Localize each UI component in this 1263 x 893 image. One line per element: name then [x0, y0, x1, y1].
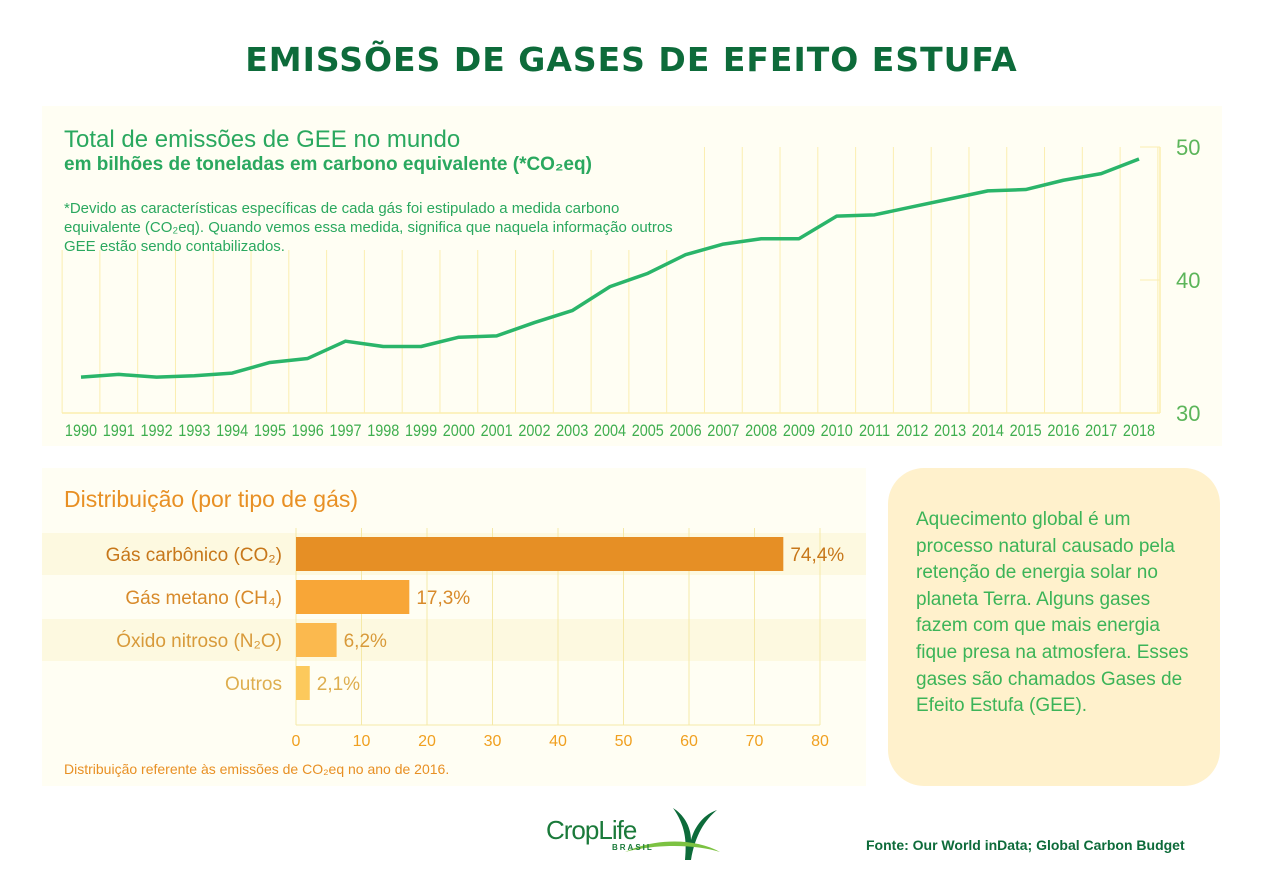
x-tick-label: 2014 — [972, 422, 1004, 440]
x-tick-label: 60 — [680, 733, 698, 750]
x-tick-label: 1990 — [65, 422, 97, 440]
x-tick-label: 2006 — [670, 422, 702, 440]
category-label: Outros — [225, 674, 282, 695]
bar-chart-title: Distribuição (por tipo de gás) — [64, 486, 359, 512]
source-text: Fonte: Our World inData; Global Carbon B… — [866, 837, 1185, 853]
x-tick-label: 20 — [418, 733, 436, 750]
line-chart-title: Total de emissões de GEE no mundo — [64, 126, 461, 153]
x-tick-label: 1997 — [329, 422, 361, 440]
category-label: Gás carbônico (CO₂) — [106, 545, 282, 566]
bar-chart-note: Distribuição referente às emissões de CO… — [64, 761, 450, 777]
x-tick-label: 2013 — [934, 422, 966, 440]
x-tick-label: 1998 — [367, 422, 399, 440]
logo-text: CropLife — [546, 815, 637, 846]
category-label: Gás metano (CH₄) — [125, 588, 282, 609]
x-tick-label: 2010 — [821, 422, 853, 440]
x-tick-label: 70 — [746, 733, 764, 750]
x-tick-label: 2018 — [1123, 422, 1155, 440]
x-tick-label: 2008 — [745, 422, 777, 440]
y-tick-label: 30 — [1176, 401, 1200, 426]
x-tick-label: 40 — [549, 733, 567, 750]
data-label: 74,4% — [790, 545, 844, 566]
y-tick-label: 50 — [1176, 135, 1200, 160]
x-tick-label: 2009 — [783, 422, 815, 440]
bar — [296, 580, 410, 614]
x-tick-label: 2017 — [1085, 422, 1117, 440]
line-chart-subtitle: em bilhões de toneladas em carbono equiv… — [64, 154, 592, 175]
logo-sub: BRASIL — [612, 843, 654, 852]
x-tick-label: 2002 — [518, 422, 550, 440]
x-tick-label: 50 — [615, 733, 633, 750]
info-box — [888, 468, 1220, 786]
croplife-logo-icon — [625, 808, 720, 860]
x-tick-label: 1991 — [103, 422, 135, 440]
x-tick-label: 2012 — [896, 422, 928, 440]
x-tick-label: 80 — [811, 733, 829, 750]
x-tick-label: 1996 — [292, 422, 324, 440]
x-tick-label: 2011 — [859, 422, 890, 440]
bar — [296, 537, 784, 571]
x-tick-label: 2001 — [481, 422, 513, 440]
x-tick-label: 30 — [484, 733, 502, 750]
y-tick-label: 40 — [1176, 268, 1200, 293]
row-stripe — [42, 619, 866, 661]
x-tick-label: 1993 — [178, 422, 210, 440]
x-tick-label: 2005 — [632, 422, 664, 440]
x-tick-label: 2003 — [556, 422, 588, 440]
x-tick-label: 0 — [292, 733, 301, 750]
x-tick-label: 2000 — [443, 422, 475, 440]
x-tick-label: 2016 — [1047, 422, 1079, 440]
data-label: 2,1% — [317, 674, 360, 695]
x-tick-label: 10 — [353, 733, 371, 750]
info-text: Aquecimento global é um processo natural… — [916, 509, 1189, 717]
x-tick-label: 2004 — [594, 422, 626, 440]
category-label: Óxido nitroso (N₂O) — [116, 630, 282, 652]
data-label: 17,3% — [416, 588, 470, 609]
line-chart-panel — [42, 106, 1222, 446]
x-tick-label: 1995 — [254, 422, 286, 440]
x-tick-label: 1992 — [141, 422, 173, 440]
data-label: 6,2% — [344, 631, 387, 652]
x-tick-label: 2015 — [1010, 422, 1042, 440]
x-tick-label: 2007 — [707, 422, 739, 440]
emissions-line — [80, 157, 1140, 379]
x-tick-label: 1999 — [405, 422, 437, 440]
bar — [296, 623, 337, 657]
x-tick-label: 1994 — [216, 422, 248, 440]
bar — [296, 666, 310, 700]
page-title: EMISSÕES DE GASES DE EFEITO ESTUFA — [245, 40, 1018, 79]
logo-name: CropLife — [546, 815, 637, 845]
line-chart-note: *Devido as características específicas d… — [64, 200, 673, 255]
